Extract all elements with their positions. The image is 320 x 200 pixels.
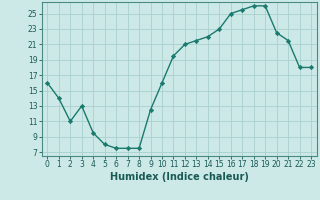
X-axis label: Humidex (Indice chaleur): Humidex (Indice chaleur) <box>110 172 249 182</box>
